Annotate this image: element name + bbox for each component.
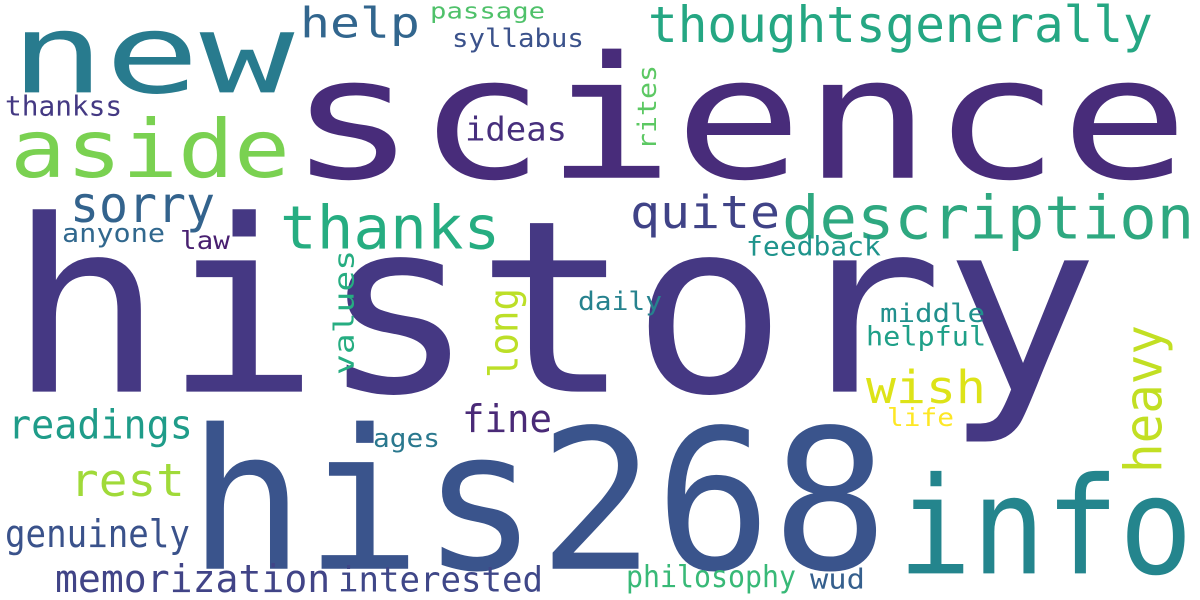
- word-interested: interested: [338, 558, 544, 600]
- word-quite: quite: [630, 185, 781, 239]
- word-history: history: [8, 168, 1100, 450]
- word-wish: wish: [866, 360, 986, 414]
- word-law: law: [180, 225, 230, 255]
- word-fine: fine: [462, 396, 552, 442]
- word-aside: aside: [10, 102, 291, 197]
- word-helpful: helpful: [866, 320, 987, 353]
- word-rest: rest: [70, 453, 185, 507]
- word-values: values: [327, 249, 361, 375]
- word-sorry: sorry: [70, 175, 216, 234]
- word-thankss: thankss: [5, 89, 123, 123]
- word-ideas: ideas: [465, 110, 568, 149]
- word-passage: passage: [430, 0, 546, 24]
- word-memorization: memorization: [55, 556, 331, 600]
- word-new: new: [10, 0, 295, 119]
- word-feedback: feedback: [746, 230, 881, 263]
- word-science: science: [288, 19, 1189, 219]
- word-life: life: [887, 402, 954, 432]
- word-ages: ages: [373, 422, 440, 454]
- word-heavy: heavy: [1113, 324, 1175, 473]
- word-anyone: anyone: [62, 217, 166, 249]
- word-thoughtsgenerally: thoughtsgenerally: [648, 0, 1153, 54]
- word-wud: wud: [810, 562, 865, 596]
- word-his268: his268: [188, 387, 889, 600]
- word-middle: middle: [880, 297, 986, 329]
- word-help: help: [300, 0, 420, 48]
- word-thanks: thanks: [280, 192, 501, 263]
- word-philosophy: philosophy: [626, 559, 797, 595]
- word-readings: readings: [8, 401, 193, 449]
- word-daily: daily: [578, 285, 663, 317]
- word-description: description: [782, 182, 1195, 253]
- word-rites: rites: [631, 64, 663, 150]
- word-long: long: [480, 288, 528, 378]
- word-syllabus: syllabus: [452, 22, 584, 54]
- word-genuinely: genuinely: [5, 511, 190, 557]
- word-info: info: [898, 447, 1193, 600]
